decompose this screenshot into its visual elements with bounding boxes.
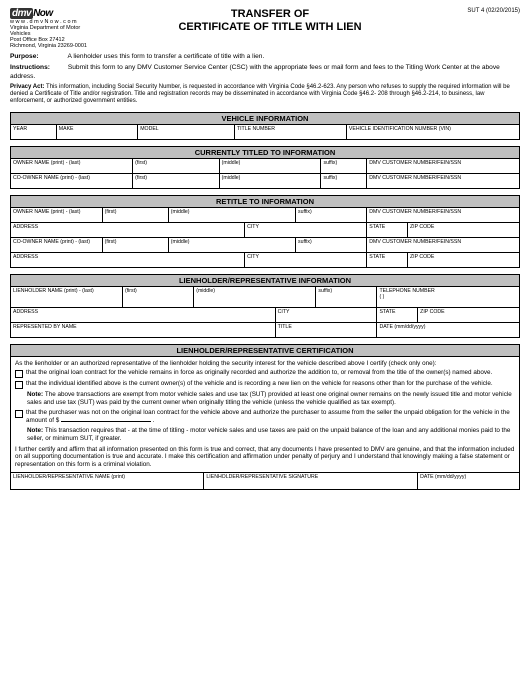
cert-note-1: Note: The above transactions are exempt … (15, 391, 515, 407)
purpose-row: Purpose: A lienholder uses this form to … (10, 53, 520, 61)
note2-text: This transaction requires that - at the … (27, 427, 510, 442)
field-lien-address[interactable]: ADDRESS (11, 307, 276, 322)
title-line2: CERTIFICATE OF TITLE WITH LIEN (100, 21, 440, 34)
lienholder-table: LIENHOLDER NAME (print) - (last) (first)… (10, 287, 520, 338)
field-lien-date[interactable]: DATE (mm/dd/yyyy) (377, 322, 520, 337)
privacy-label: Privacy Act: (10, 84, 44, 90)
field-lien-zip[interactable]: ZIP CODE (418, 307, 520, 322)
field-lien-repby[interactable]: REPRESENTED BY NAME (11, 322, 276, 337)
field-retitle-city2[interactable]: CITY (245, 252, 367, 267)
privacy-text: This information, including Social Secur… (10, 84, 510, 104)
field-retitle-owner-dmvcust[interactable]: DMV CUSTOMER NUMBER/FEIN/SSN (367, 208, 520, 223)
section-vehicle: VEHICLE INFORMATION (10, 112, 520, 125)
field-lien-city[interactable]: CITY (275, 307, 377, 322)
section-current: CURRENTLY TITLED TO INFORMATION (10, 146, 520, 159)
field-retitle-address1[interactable]: ADDRESS (11, 222, 245, 237)
cert-item-2: that the individual identified above is … (15, 380, 515, 389)
field-retitle-zip2[interactable]: ZIP CODE (407, 252, 519, 267)
vehicle-table: YEAR MAKE MODEL TITLE NUMBER VEHICLE IDE… (10, 125, 520, 140)
cert-text-3: that the purchaser was not on the origin… (26, 409, 515, 425)
field-lien-middle[interactable]: (middle) (194, 287, 316, 308)
signature-table: LIENHOLDER/REPRESENTATIVE NAME (print) L… (10, 473, 520, 490)
field-owner-last[interactable]: OWNER NAME (print) - (last) (11, 159, 133, 174)
field-retitle-owner-last[interactable]: OWNER NAME (print) - (last) (11, 208, 103, 223)
form-title: TRANSFER OF CERTIFICATE OF TITLE WITH LI… (100, 8, 440, 33)
field-coowner-first[interactable]: (first) (133, 173, 220, 188)
section-certification: LIENHOLDER/REPRESENTATIVE CERTIFICATION (10, 344, 520, 357)
field-retitle-owner-first[interactable]: (first) (102, 208, 168, 223)
field-owner-dmvcust[interactable]: DMV CUSTOMER NUMBER/FEIN/SSN (367, 159, 520, 174)
instructions-label: Instructions: (10, 64, 66, 72)
form-number: SUT 4 (02/20/2015) (440, 8, 520, 14)
field-title-number[interactable]: TITLE NUMBER (234, 125, 346, 140)
field-retitle-owner-suffix[interactable]: suffix) (296, 208, 367, 223)
logo-block: dmvNow w w w . d m v N o w . c o m Virgi… (10, 8, 100, 49)
cert-intro: As the lienholder or an authorized repre… (15, 360, 515, 368)
field-retitle-coowner-dmvcust[interactable]: DMV CUSTOMER NUMBER/FEIN/SSN (367, 237, 520, 252)
field-retitle-zip1[interactable]: ZIP CODE (407, 222, 519, 237)
field-retitle-coowner-middle[interactable]: (middle) (168, 237, 295, 252)
field-owner-suffix[interactable]: suffix) (321, 159, 367, 174)
field-retitle-coowner-first[interactable]: (first) (102, 237, 168, 252)
field-retitle-state1[interactable]: STATE (367, 222, 408, 237)
agency-line3: Richmond, Virginia 23269-0001 (10, 43, 87, 49)
agency-line1: Virginia Department of Motor Vehicles (10, 25, 80, 37)
purpose-text: A lienholder uses this form to transfer … (67, 53, 264, 60)
field-owner-middle[interactable]: (middle) (219, 159, 321, 174)
field-lien-first[interactable]: (first) (122, 287, 193, 308)
field-year[interactable]: YEAR (11, 125, 57, 140)
checkbox-2[interactable] (15, 381, 23, 389)
field-lien-suffix[interactable]: suffix) (316, 287, 377, 308)
field-lien-name[interactable]: LIENHOLDER NAME (print) - (last) (11, 287, 123, 308)
certification-box: As the lienholder or an authorized repre… (10, 357, 520, 474)
field-sig-date[interactable]: DATE (mm/dd/yyyy) (418, 473, 520, 490)
field-retitle-state2[interactable]: STATE (367, 252, 408, 267)
field-coowner-middle[interactable]: (middle) (219, 173, 321, 188)
instructions-text: Submit this form to any DMV Customer Ser… (10, 64, 500, 79)
field-retitle-city1[interactable]: CITY (245, 222, 367, 237)
field-retitle-coowner-last[interactable]: CO-OWNER NAME (print) - (last) (11, 237, 103, 252)
section-retitle: RETITLE TO INFORMATION (10, 195, 520, 208)
field-coowner-suffix[interactable]: suffix) (321, 173, 367, 188)
field-retitle-coowner-suffix[interactable]: suffix) (296, 237, 367, 252)
phone-parens: ( ) (379, 294, 384, 300)
instructions-row: Instructions: Submit this form to any DM… (10, 64, 520, 80)
field-sig-name[interactable]: LIENHOLDER/REPRESENTATIVE NAME (print) (11, 473, 204, 490)
field-retitle-owner-middle[interactable]: (middle) (168, 208, 295, 223)
purpose-label: Purpose: (10, 53, 66, 61)
cert-item-3: that the purchaser was not on the origin… (15, 409, 515, 425)
amount-blank[interactable] (61, 421, 151, 422)
field-coowner-last[interactable]: CO-OWNER NAME (print) - (last) (11, 173, 133, 188)
current-titled-table: OWNER NAME (print) - (last) (first) (mid… (10, 159, 520, 189)
cert-text-3b: . (153, 417, 155, 424)
field-model[interactable]: MODEL (138, 125, 235, 140)
retitle-table: OWNER NAME (print) - (last) (first) (mid… (10, 208, 520, 268)
note1-text: The above transactions are exempt from m… (27, 391, 512, 406)
checkbox-1[interactable] (15, 370, 23, 378)
privacy-row: Privacy Act: This information, including… (10, 84, 520, 106)
cert-note-2: Note: This transaction requires that - a… (15, 427, 515, 443)
cert-text-2: that the individual identified above is … (26, 380, 515, 389)
field-lien-title[interactable]: TITLE (275, 322, 377, 337)
field-vin[interactable]: VEHICLE IDENTIFICATION NUMBER (VIN) (346, 125, 519, 140)
field-lien-state[interactable]: STATE (377, 307, 418, 322)
header: dmvNow w w w . d m v N o w . c o m Virgi… (10, 8, 520, 49)
section-lienholder: LIENHOLDER/REPRESENTATIVE INFORMATION (10, 274, 520, 287)
field-coowner-dmvcust[interactable]: DMV CUSTOMER NUMBER/FEIN/SSN (367, 173, 520, 188)
cert-item-1: that the original loan contract for the … (15, 369, 515, 378)
checkbox-3[interactable] (15, 410, 23, 418)
field-retitle-address2[interactable]: ADDRESS (11, 252, 245, 267)
cert-text-1: that the original loan contract for the … (26, 369, 515, 378)
field-sig-signature[interactable]: LIENHOLDER/REPRESENTATIVE SIGNATURE (204, 473, 418, 490)
cert-affirm: I further certify and affirm that all in… (15, 446, 515, 470)
logo-word: dmvNow (10, 8, 53, 19)
phone-label: TELEPHONE NUMBER (379, 288, 434, 294)
field-lien-phone[interactable]: TELEPHONE NUMBER ( ) (377, 287, 520, 308)
field-make[interactable]: MAKE (56, 125, 137, 140)
field-owner-first[interactable]: (first) (133, 159, 220, 174)
title-line1: TRANSFER OF (100, 8, 440, 21)
